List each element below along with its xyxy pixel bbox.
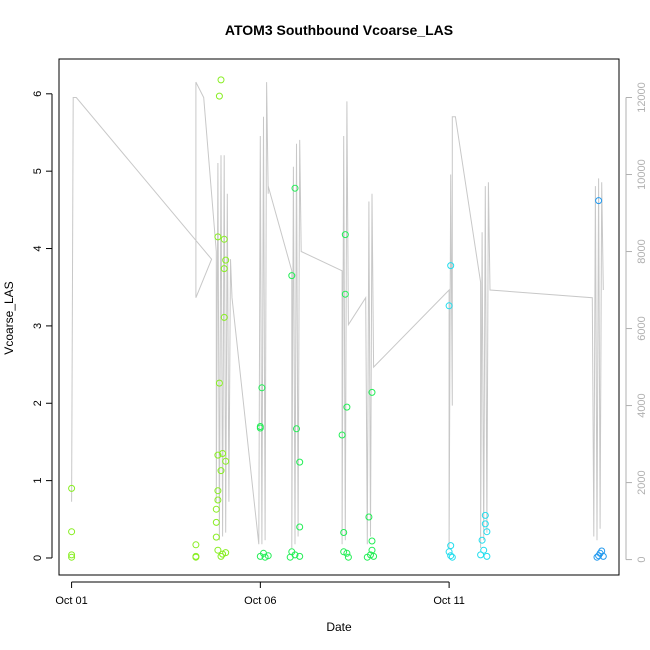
data-point xyxy=(215,379,223,387)
y2-tick-label: 8000 xyxy=(636,239,648,263)
points-layer xyxy=(68,76,607,561)
y2-tick-label: 10000 xyxy=(636,159,648,190)
data-point xyxy=(343,549,351,557)
y2-tick-label: 12000 xyxy=(636,82,648,113)
data-point xyxy=(220,265,228,273)
data-point xyxy=(483,528,491,536)
data-point xyxy=(368,546,376,554)
y-tick-label: 3 xyxy=(32,323,44,329)
x-axis-label: Date xyxy=(326,620,352,634)
data-point xyxy=(214,487,222,495)
data-point xyxy=(341,290,349,298)
data-point xyxy=(217,467,225,475)
y-tick-label: 0 xyxy=(32,555,44,561)
y-tick-label: 6 xyxy=(32,91,44,97)
data-point xyxy=(214,451,222,459)
data-point xyxy=(215,92,223,100)
data-point xyxy=(222,457,230,465)
x-tick-label: Oct 06 xyxy=(244,595,276,607)
data-point xyxy=(296,458,304,466)
data-point xyxy=(483,552,491,560)
data-point xyxy=(365,513,373,521)
data-point xyxy=(477,551,485,559)
data-point xyxy=(480,546,488,554)
data-point xyxy=(256,424,264,432)
data-point xyxy=(68,553,76,561)
secondary-y-axis: 0 2000 4000 6000 8000 10000 12000 xyxy=(625,82,648,563)
data-point xyxy=(258,384,266,392)
data-point xyxy=(447,542,455,550)
data-point xyxy=(68,528,76,536)
y-axis: 0 1 2 3 4 5 6 xyxy=(32,91,53,561)
data-point xyxy=(256,552,264,560)
data-point xyxy=(212,533,220,541)
data-point xyxy=(192,541,200,549)
data-point xyxy=(481,511,489,519)
x-axis: Oct 01 Oct 06 Oct 11 xyxy=(55,581,465,607)
data-point xyxy=(68,551,76,559)
data-point xyxy=(481,520,489,528)
data-point xyxy=(217,76,225,84)
data-point xyxy=(296,523,304,531)
x-tick-label: Oct 11 xyxy=(433,595,465,607)
data-point xyxy=(222,549,230,557)
data-point xyxy=(286,553,294,561)
y2-tick-label: 4000 xyxy=(636,393,648,417)
data-point xyxy=(214,496,222,504)
data-point xyxy=(340,529,348,536)
y2-tick-label: 0 xyxy=(636,557,648,563)
y-tick-label: 4 xyxy=(32,245,44,251)
data-point xyxy=(220,235,228,243)
data-point xyxy=(368,388,376,396)
y-tick-label: 5 xyxy=(32,168,44,174)
data-point xyxy=(445,302,453,310)
data-point xyxy=(447,552,455,560)
data-point xyxy=(264,552,272,560)
y2-tick-label: 2000 xyxy=(636,470,648,494)
data-point xyxy=(212,505,220,513)
y-tick-label: 2 xyxy=(32,400,44,406)
data-point xyxy=(68,484,76,492)
data-point xyxy=(448,553,456,561)
data-point xyxy=(291,184,299,192)
y-axis-label: Vcoarse_LAS xyxy=(2,281,16,354)
data-point xyxy=(478,536,486,544)
data-point xyxy=(222,256,230,264)
plot-frame xyxy=(58,58,620,576)
data-point xyxy=(214,546,222,554)
data-point xyxy=(363,553,371,561)
data-point xyxy=(293,425,300,433)
secondary-series-layer xyxy=(71,81,604,549)
data-point xyxy=(447,262,455,270)
data-point xyxy=(340,548,348,556)
data-point xyxy=(343,403,351,411)
x-tick-label: Oct 01 xyxy=(55,595,87,607)
data-point xyxy=(593,553,601,561)
data-point xyxy=(288,272,296,280)
data-point xyxy=(214,233,222,241)
data-point xyxy=(368,537,376,545)
data-point xyxy=(341,231,349,239)
data-point xyxy=(296,552,304,560)
data-point xyxy=(595,552,603,560)
secondary-series-line xyxy=(71,81,604,549)
data-point xyxy=(445,548,453,556)
data-point xyxy=(212,518,220,526)
data-point xyxy=(219,450,227,457)
chart-title: ATOM3 Southbound Vcoarse_LAS xyxy=(225,22,453,38)
data-point xyxy=(344,553,352,561)
data-point xyxy=(220,313,228,321)
data-point xyxy=(192,553,200,561)
data-point xyxy=(338,431,346,439)
data-point xyxy=(217,552,225,560)
y2-tick-label: 6000 xyxy=(636,316,648,340)
data-point xyxy=(595,197,603,205)
y-tick-label: 1 xyxy=(32,478,44,484)
